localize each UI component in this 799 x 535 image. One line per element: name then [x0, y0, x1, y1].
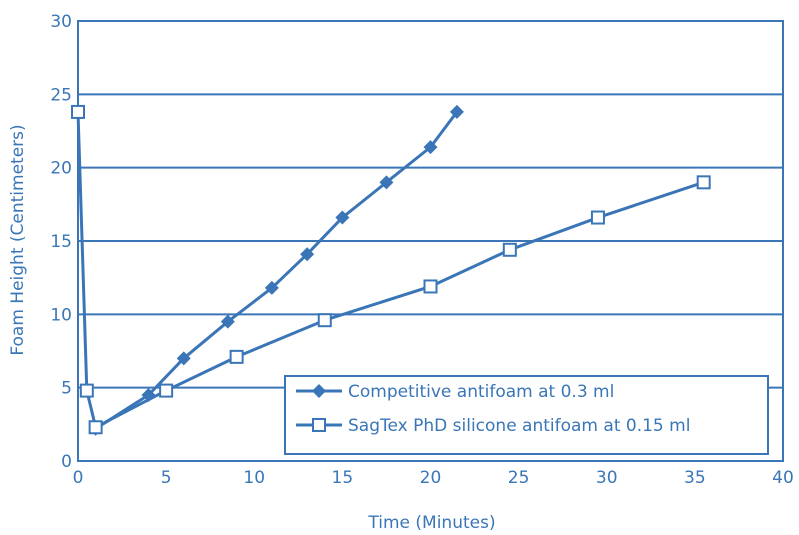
data-point-sagtex: [159, 383, 174, 398]
data-point-competitive: [379, 175, 394, 190]
legend-label-sagtex: SagTex PhD silicone antifoam at 0.15 ml: [348, 416, 690, 436]
y-tick-label: 15: [50, 232, 72, 252]
x-tick-label: 0: [73, 468, 84, 488]
y-tick-label: 0: [61, 452, 72, 472]
data-point-sagtex: [317, 313, 332, 328]
data-point-competitive: [220, 314, 235, 329]
data-point-sagtex: [79, 383, 94, 398]
x-tick-label: 10: [243, 468, 265, 488]
y-axis-tick-labels: 0 5 10 15 20 25 30: [50, 12, 72, 472]
data-point-competitive: [335, 210, 350, 225]
y-axis-title: Foam Height (Centimeters): [8, 124, 28, 355]
x-tick-label: 15: [332, 468, 354, 488]
series-line-competitive: [94, 111, 459, 430]
data-point-sagtex: [423, 279, 438, 294]
x-tick-label: 5: [161, 468, 172, 488]
series-line-sagtex: [76, 111, 705, 429]
x-tick-label: 30: [596, 468, 618, 488]
x-tick-label: 40: [772, 468, 794, 488]
legend: Competitive antifoam at 0.3 ml SagTex Ph…: [284, 375, 769, 455]
x-tick-label: 20: [420, 468, 442, 488]
legend-box: [284, 375, 769, 455]
y-tick-label: 30: [50, 12, 72, 32]
data-point-competitive: [449, 104, 464, 119]
data-point-sagtex: [696, 175, 711, 190]
y-tick-label: 10: [50, 305, 72, 325]
gridlines: [78, 93, 783, 389]
y-tick-label: 20: [50, 159, 72, 179]
data-point-sagtex: [71, 104, 85, 119]
data-point-competitive: [176, 351, 191, 366]
x-axis-title: Time (Minutes): [367, 513, 495, 533]
x-tick-label: 35: [684, 468, 706, 488]
series-group: [71, 104, 711, 436]
x-tick-label: 25: [508, 468, 530, 488]
data-point-sagtex: [590, 210, 605, 225]
data-point-sagtex: [229, 349, 244, 364]
legend-label-competitive: Competitive antifoam at 0.3 ml: [348, 382, 614, 402]
data-point-sagtex: [88, 420, 103, 435]
data-point-competitive: [423, 140, 438, 155]
legend-marker-competitive: [312, 384, 326, 398]
y-tick-label: 25: [50, 85, 72, 105]
data-point-competitive: [300, 247, 315, 262]
y-tick-label: 5: [61, 379, 72, 399]
legend-marker-sagtex: [312, 418, 326, 432]
data-point-sagtex: [502, 242, 517, 257]
data-point-competitive: [264, 280, 279, 295]
x-axis-tick-labels: 0 5 10 15 20 25 30 35 40: [73, 468, 794, 488]
